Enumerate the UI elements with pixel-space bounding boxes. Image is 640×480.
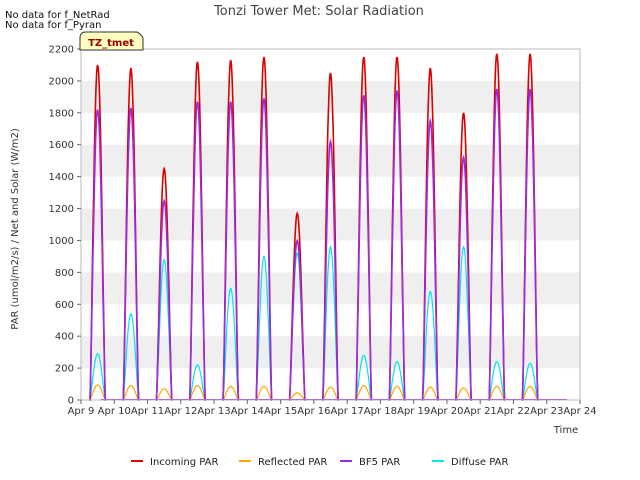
x-tick-label: Apr 12 (164, 406, 197, 417)
day-curve (488, 385, 506, 401)
y-tick-label: 200 (55, 364, 74, 375)
day-curve (322, 138, 339, 401)
day-curve (122, 384, 140, 401)
day-curve (488, 88, 506, 401)
day-curve (155, 198, 173, 401)
y-tick-label: 2200 (49, 45, 74, 56)
grid-band (81, 144, 580, 177)
y-tick-label: 1600 (49, 140, 74, 151)
day-curve (89, 384, 106, 401)
legend-item: BF5 PAR (340, 457, 400, 468)
grid-band (81, 208, 580, 241)
day-curve (255, 385, 273, 401)
no-data-note-netrad: No data for f_NetRad (5, 10, 110, 21)
legend-item: Reflected PAR (239, 457, 327, 468)
x-tick-label: Apr 14 (231, 406, 264, 417)
x-tick-label: Apr 24 (563, 406, 596, 417)
x-tick-label: Apr 21 (464, 406, 497, 417)
y-tick-label: 2000 (49, 76, 74, 87)
day-curve (455, 387, 472, 401)
day-curve (222, 287, 239, 401)
tz-tmet-badge: TZ_tmet (79, 31, 144, 51)
grid-band (81, 80, 580, 113)
day-curve (388, 361, 406, 401)
day-curve (521, 385, 539, 401)
x-tick-label: Apr 19 (397, 406, 430, 417)
y-axis-label: PAR (umol/m2/s) / Net and Solar (W/m2) (10, 128, 21, 330)
day-curve (521, 362, 539, 401)
y-tick-label: 0 (68, 396, 74, 407)
x-tick-label: Apr 23 (530, 406, 563, 417)
day-curve (222, 101, 240, 401)
grid-band (81, 336, 580, 369)
day-curve (488, 361, 506, 401)
x-tick-label: Apr 11 (131, 406, 164, 417)
x-tick-label: Apr 20 (430, 406, 463, 417)
day-curve (122, 312, 140, 401)
day-curve (422, 386, 439, 401)
x-tick-label: Apr 9 (68, 406, 95, 417)
legend-label: Diffuse PAR (451, 457, 508, 468)
x-tick-label: Apr 10 (98, 406, 131, 417)
day-curve (222, 385, 239, 401)
grid-band (81, 272, 580, 305)
series-reflected-par (89, 384, 567, 401)
day-curve (521, 88, 539, 401)
y-tick-label: 400 (55, 332, 74, 343)
day-curve (189, 101, 206, 401)
day-curve (255, 255, 273, 401)
day-curve (89, 353, 106, 401)
day-curve (355, 95, 373, 401)
no-data-note-pyran: No data for f_Pyran (5, 20, 101, 31)
day-curve (155, 388, 173, 401)
day-curve (388, 385, 406, 401)
day-curve (122, 107, 140, 401)
legend-label: BF5 PAR (359, 457, 400, 468)
legend-item: Diffuse PAR (432, 457, 508, 468)
y-axis: 0 200 400 600 800 1000 1200 1400 1600 1800 2000 220… (49, 45, 81, 407)
day-curve (455, 154, 472, 401)
tz-tmet-label: TZ_tmet (88, 38, 134, 49)
x-tick-label: Apr 18 (364, 406, 397, 417)
x-tick-label: Apr 17 (331, 406, 364, 417)
plot-frame (80, 48, 581, 401)
day-curve (388, 90, 406, 401)
day-curve (288, 238, 306, 401)
legend-label: Reflected PAR (258, 457, 327, 468)
x-tick-label: Apr 22 (497, 406, 530, 417)
day-curve (255, 98, 273, 401)
day-curve (189, 364, 206, 401)
x-tick-label: Apr 13 (197, 406, 230, 417)
day-curve (322, 386, 339, 401)
y-tick-label: 600 (55, 300, 74, 311)
day-curve (421, 117, 439, 401)
y-tick-label: 1800 (49, 108, 74, 119)
y-tick-label: 1000 (49, 236, 74, 247)
y-tick-label: 1400 (49, 172, 74, 183)
day-curve (422, 290, 439, 401)
legend-item: Incoming PAR (131, 457, 219, 468)
x-axis: Apr 9 Apr 10 Apr 11 Apr 12 Apr 13 Apr 14 Apr 1… (68, 400, 597, 417)
day-curve (355, 384, 373, 401)
y-tick-label: 800 (55, 268, 74, 279)
x-axis-label: Time (553, 425, 578, 436)
day-curve (189, 384, 206, 401)
legend-label: Incoming PAR (150, 457, 219, 468)
x-tick-label: Apr 15 (264, 406, 297, 417)
day-curve (89, 109, 107, 401)
chart-title: Tonzi Tower Met: Solar Radiation (213, 4, 424, 19)
legend: Incoming PAR Reflected PAR BF5 PAR Diffuse … (131, 457, 508, 468)
y-tick-label: 1200 (49, 204, 74, 215)
day-curve (288, 392, 306, 401)
day-curve (355, 354, 373, 401)
grid-bands (81, 80, 580, 369)
x-tick-label: Apr 16 (297, 406, 330, 417)
